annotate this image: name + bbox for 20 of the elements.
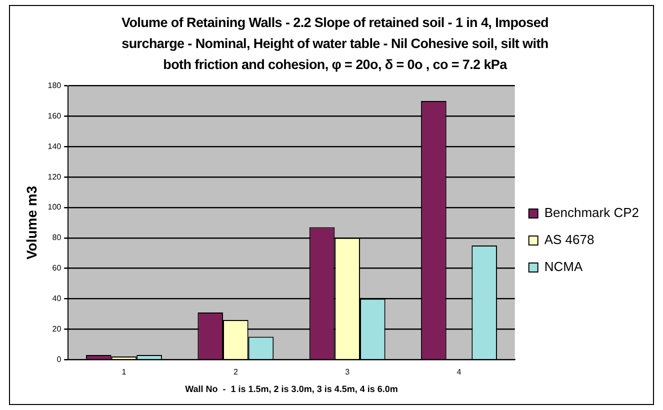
y-tick-label: 40 <box>52 294 62 303</box>
chart-title: Volume of Retaining Walls - 2.2 Slope of retained soil - 1 in 4, Imposed surcharge - Nominal, Height of water table - Nil Cohesive soil, silt with both friction and cohesion, φ = 20o, δ = 0o , co = 7.2 kPa <box>120 14 550 74</box>
legend-label: NCMA <box>544 259 583 274</box>
y-tick-label: 100 <box>48 202 62 212</box>
y-axis-title: Volume m3 <box>23 186 40 260</box>
x-tick-label: 3 <box>345 368 350 377</box>
y-tick-label: 0 <box>56 354 62 364</box>
y-tick-label: 140 <box>48 142 62 151</box>
y-tick-label: 80 <box>52 233 62 242</box>
y-tick-label: 120 <box>48 172 62 182</box>
legend-label: Benchmark CP2 <box>544 205 640 220</box>
x-axis-title: Wall No - 1 is 1.5m, 2 is 3.0m, 3 is 4.5m, 4 is 6.0m <box>185 384 398 394</box>
x-tick-label: 1 <box>122 368 127 377</box>
legend-label: AS 4678 <box>544 232 594 248</box>
x-tick-label: 2 <box>233 368 238 377</box>
y-tick-label: 20 <box>52 324 62 334</box>
y-tick-label: 180 <box>48 81 62 90</box>
y-tick-label: 60 <box>52 264 62 273</box>
x-tick-label: 4 <box>456 368 462 377</box>
y-tick-label: 160 <box>48 111 62 120</box>
